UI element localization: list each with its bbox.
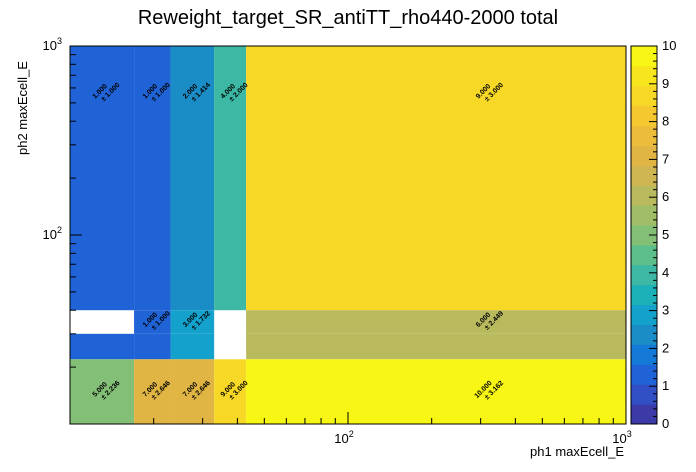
heatmap-cell bbox=[134, 333, 171, 360]
colorbar-tick-label: 0 bbox=[662, 416, 669, 431]
colorbar-tick-label: 1 bbox=[662, 378, 669, 393]
colorbar-segment bbox=[631, 105, 657, 127]
heatmap-cell bbox=[246, 359, 626, 424]
heatmap-cell bbox=[170, 359, 215, 424]
heatmap-cell bbox=[134, 359, 171, 424]
x-tick-exponent: 3 bbox=[627, 429, 632, 439]
colorbar-tick-label: 8 bbox=[662, 114, 669, 129]
heatmap-cell bbox=[70, 359, 135, 424]
colorbar-tick-label: 4 bbox=[662, 265, 669, 280]
colorbar-segment bbox=[631, 304, 657, 326]
x-tick-exponent: 2 bbox=[349, 429, 354, 439]
heatmap-cell bbox=[246, 333, 626, 360]
colorbar-segment bbox=[631, 264, 657, 286]
colorbar-segment bbox=[631, 205, 657, 226]
colorbar-tick-label: 9 bbox=[662, 76, 669, 91]
heatmap-cell bbox=[134, 46, 171, 311]
colorbar-segment bbox=[631, 145, 657, 166]
heatmap-cell bbox=[214, 359, 247, 424]
x-axis-label: ph1 maxEcell_E bbox=[530, 444, 624, 459]
colorbar-segment bbox=[631, 344, 657, 365]
heatmap-cell bbox=[170, 333, 215, 360]
colorbar-tick-label: 3 bbox=[662, 303, 669, 318]
colorbar-segment bbox=[631, 384, 657, 405]
colorbar-segment bbox=[631, 125, 657, 146]
colorbar-tick-label: 10 bbox=[662, 38, 676, 53]
heatmap-cell bbox=[170, 46, 215, 311]
colorbar-segment bbox=[631, 185, 657, 206]
colorbar-segment bbox=[631, 85, 657, 107]
heatmap-cells bbox=[70, 46, 626, 424]
heatmap-cell bbox=[70, 46, 135, 311]
colorbar-segment bbox=[631, 225, 657, 246]
heatmap-cell bbox=[214, 46, 247, 311]
colorbar-tick-label: 7 bbox=[662, 151, 669, 166]
colorbar-tick-label: 5 bbox=[662, 227, 669, 242]
x-tick-label: 102 bbox=[334, 429, 353, 446]
y-tick-label: 102 bbox=[43, 225, 62, 242]
x-tick-label: 103 bbox=[612, 429, 631, 446]
colorbar-segment bbox=[631, 244, 657, 266]
heatmap-cell bbox=[134, 310, 171, 334]
y-tick-label: 103 bbox=[43, 36, 62, 53]
colorbar-segment bbox=[631, 65, 657, 87]
colorbar-segment bbox=[631, 404, 657, 425]
colorbar-tick-label: 2 bbox=[662, 340, 669, 355]
colorbar-tick-label: 6 bbox=[662, 189, 669, 204]
colorbar-segment bbox=[631, 364, 657, 385]
heatmap-cell bbox=[170, 310, 215, 334]
colorbar-segment bbox=[631, 165, 657, 186]
colorbar-segment bbox=[631, 46, 657, 67]
colorbar-segment bbox=[631, 284, 657, 306]
y-axis-label: ph2 maxEcell_E bbox=[15, 61, 30, 155]
heatmap-cell bbox=[246, 46, 626, 311]
colorbar-segment bbox=[631, 324, 657, 345]
heatmap-cell bbox=[246, 310, 626, 334]
chart-title: Reweight_target_SR_antiTT_rho440-2000 to… bbox=[138, 7, 558, 29]
colorbar: 0 1 2 3 4 5 6 7 8 9 10 bbox=[630, 38, 676, 431]
y-tick-exponent: 3 bbox=[57, 36, 62, 46]
y-tick-exponent: 2 bbox=[57, 225, 62, 235]
heatmap-cell bbox=[70, 333, 135, 360]
